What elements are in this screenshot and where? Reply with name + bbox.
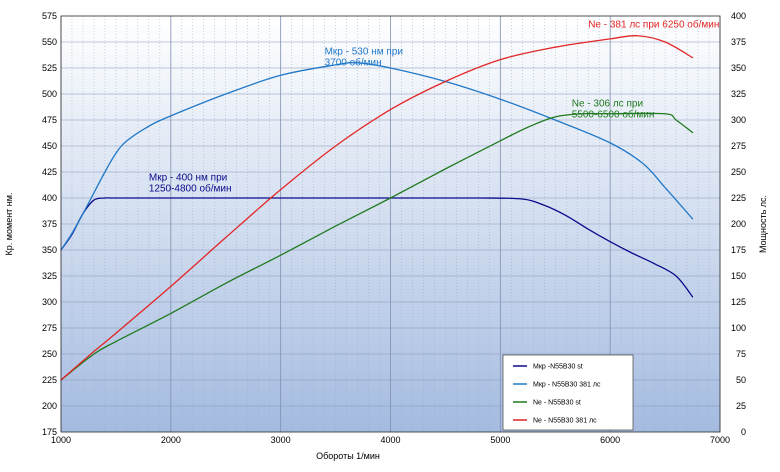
y-left-tick-label: 550 bbox=[42, 37, 57, 47]
y-right-tick-label: 75 bbox=[736, 349, 746, 359]
annotation-4: Мкр - 400 нм при 1250-4800 об/мин bbox=[149, 172, 232, 194]
y-left-tick-label: 500 bbox=[42, 89, 57, 99]
y-left-tick-label: 200 bbox=[42, 401, 57, 411]
plot-border bbox=[60, 15, 721, 433]
x-tick-label: 2000 bbox=[161, 435, 181, 445]
y-right-tick-label: 25 bbox=[736, 401, 746, 411]
y-right-tick-label: 100 bbox=[731, 323, 746, 333]
y-right-tick-label: 350 bbox=[731, 63, 746, 73]
y-left-tick-label: 275 bbox=[42, 323, 57, 333]
annotation-3: Ne - 306 лс при 5500-6500 об/мин bbox=[572, 98, 655, 120]
x-tick-label: 1000 bbox=[51, 435, 71, 445]
y-left-tick-label: 350 bbox=[42, 245, 57, 255]
y-axis-right-title: Мощность лс. bbox=[758, 195, 768, 253]
y-right-tick-label: 325 bbox=[731, 89, 746, 99]
x-tick-label: 3000 bbox=[271, 435, 291, 445]
y-right-tick-label: 375 bbox=[731, 37, 746, 47]
y-right-tick-label: 50 bbox=[736, 375, 746, 385]
series-line-3 bbox=[60, 112, 694, 381]
annotation-line: Ne - 381 лс при 6250 об/мин bbox=[588, 18, 719, 30]
series-line-4 bbox=[60, 35, 694, 381]
y-right-tick-label: 0 bbox=[741, 427, 746, 437]
y-right-tick-label: 125 bbox=[731, 297, 746, 307]
y-right-tick-label: 175 bbox=[731, 245, 746, 255]
y-left-tick-label: 525 bbox=[42, 63, 57, 73]
y-left-tick-label: 175 bbox=[42, 427, 57, 437]
annotation-1: Мкр - 530 нм при 3700 об/мин bbox=[325, 46, 403, 68]
y-right-tick-label: 250 bbox=[731, 167, 746, 177]
y-left-tick-label: 325 bbox=[42, 271, 57, 281]
annotation-line: Мкр - 400 нм при bbox=[149, 172, 227, 183]
annotation-line: Ne - 306 лс при bbox=[572, 98, 643, 109]
series-line-2 bbox=[60, 61, 694, 251]
tick-labels: 1000 2000 3000 4000 5000 6000 7000175200225250… bbox=[42, 11, 746, 445]
y-left-tick-label: 225 bbox=[42, 375, 57, 385]
y-left-tick-label: 400 bbox=[42, 193, 57, 203]
annotation-line: 1250-4800 об/мин bbox=[149, 182, 232, 194]
legend-label: Мкр - N55B30 381 лс bbox=[533, 382, 601, 389]
annotation-2: Ne - 381 лс при 6250 об/мин bbox=[588, 18, 719, 30]
legend-label: Ne - N55B30 st bbox=[533, 400, 581, 407]
legend-label: Ne - N55B30 381 лс bbox=[533, 418, 597, 425]
y-axis-left-title: Кр. момент нм. bbox=[4, 193, 14, 256]
series-layer bbox=[60, 35, 694, 381]
legend: Мкр -N55B30 st Мкр - N55B30 381 лс Ne - N5… bbox=[502, 354, 634, 431]
y-right-tick-label: 150 bbox=[731, 271, 746, 281]
y-right-tick-label: 300 bbox=[731, 115, 746, 125]
x-tick-label: 6000 bbox=[600, 435, 620, 445]
y-left-tick-label: 375 bbox=[42, 219, 57, 229]
x-tick-label: 7000 bbox=[710, 435, 730, 445]
x-tick-label: 4000 bbox=[380, 435, 400, 445]
y-right-tick-label: 200 bbox=[731, 219, 746, 229]
y-left-tick-label: 450 bbox=[42, 141, 57, 151]
annotation-line: Мкр - 530 нм при bbox=[325, 46, 403, 57]
y-left-tick-label: 250 bbox=[42, 349, 57, 359]
x-axis-title: Обороты 1/мин bbox=[316, 451, 380, 461]
y-right-tick-label: 275 bbox=[731, 141, 746, 151]
annotation-line: 3700 об/мин bbox=[325, 56, 382, 68]
y-left-tick-label: 475 bbox=[42, 115, 57, 125]
y-left-tick-label: 425 bbox=[42, 167, 57, 177]
y-left-tick-label: 300 bbox=[42, 297, 57, 307]
y-right-tick-label: 225 bbox=[731, 193, 746, 203]
annotations: Мкр - 530 нм при 3700 об/мин Ne - 381 лс п… bbox=[149, 18, 720, 194]
legend-box bbox=[502, 354, 634, 431]
legend-label: Мкр -N55B30 st bbox=[533, 364, 583, 371]
x-tick-label: 5000 bbox=[490, 435, 510, 445]
annotation-line: 5500-6500 об/мин bbox=[572, 108, 655, 120]
y-right-tick-label: 400 bbox=[731, 11, 746, 21]
series-line-1 bbox=[60, 197, 694, 298]
y-left-tick-label: 575 bbox=[42, 11, 57, 21]
